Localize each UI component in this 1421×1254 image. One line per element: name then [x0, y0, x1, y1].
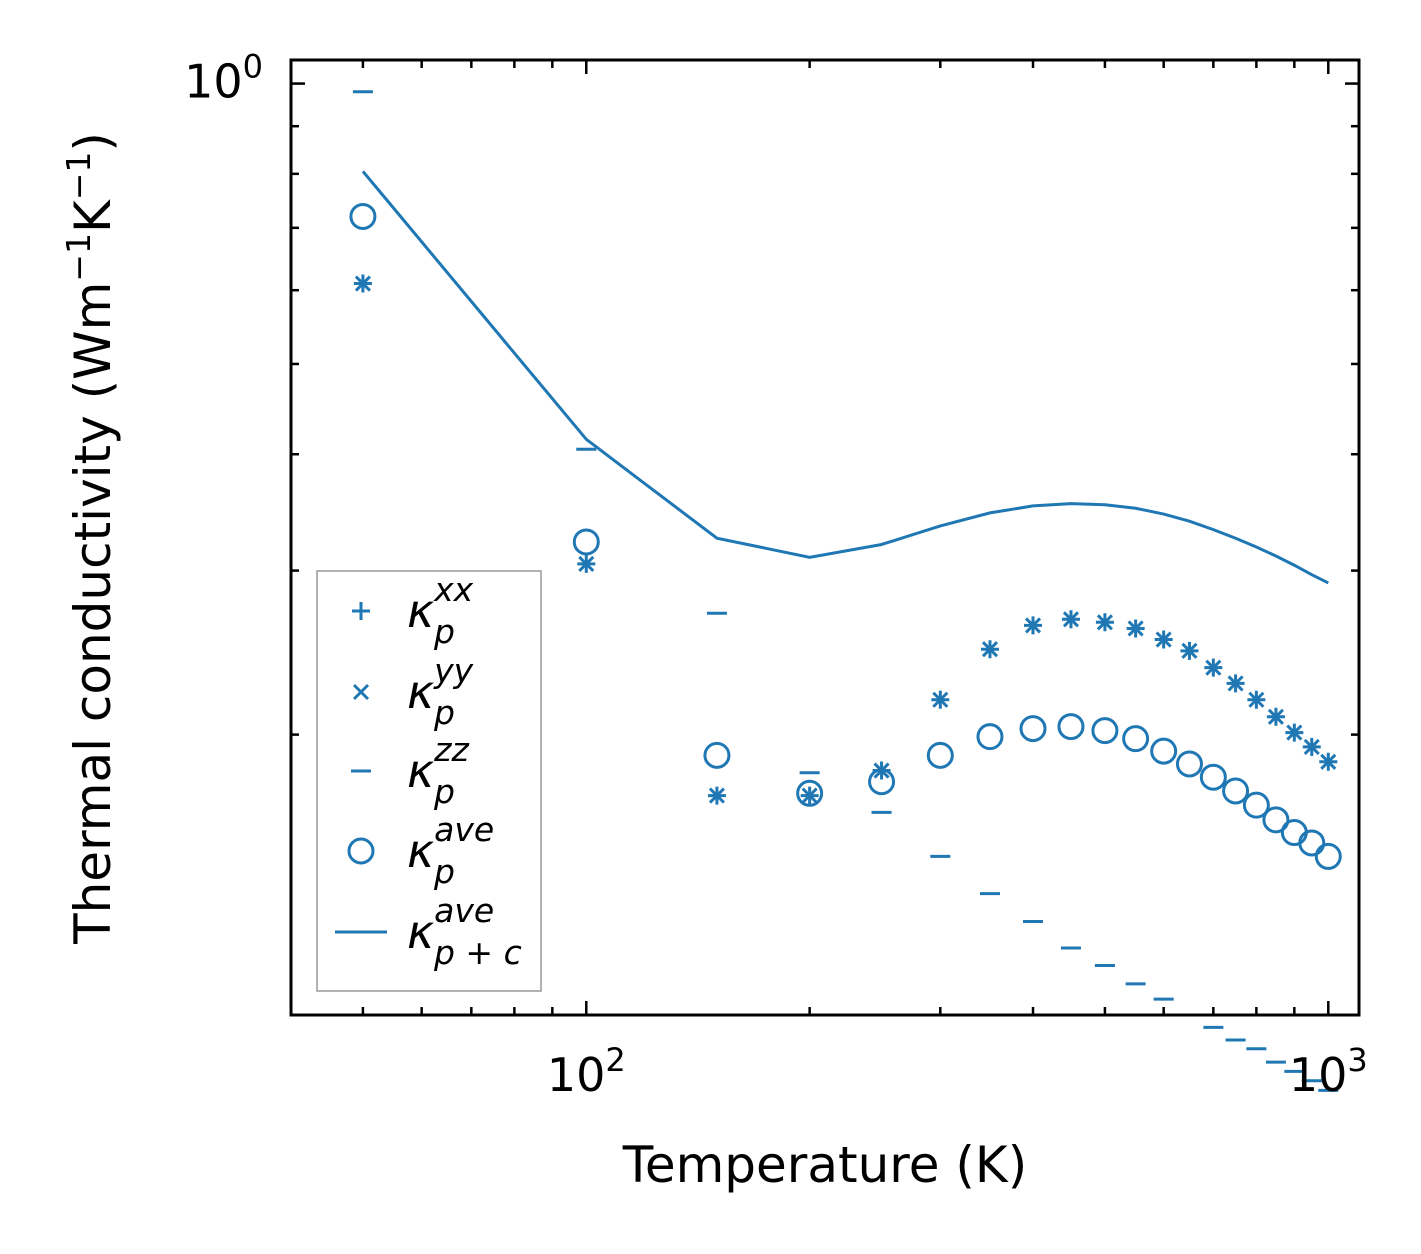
y-tick-label: 100 — [184, 48, 263, 109]
y-axis-title-exp2: −1 — [59, 152, 98, 201]
legend-label-sub: p + c — [433, 933, 522, 972]
legend-item-kappa_pc_ave: κave p + c — [335, 891, 522, 972]
legend-label-base: κ — [407, 665, 434, 719]
x-tick-label-exp: 3 — [1347, 1041, 1367, 1079]
legend-label-kappa_p_zz: κzz p — [407, 730, 469, 811]
legend-label-kappa_pc_ave: κave p + c — [407, 891, 522, 972]
y-axis-title-exp1: −1 — [59, 233, 98, 282]
y-axis-title-end: ) — [64, 132, 122, 152]
data-point-kappa_p_yy — [1267, 708, 1284, 725]
data-point-kappa_p_ave — [1199, 763, 1227, 791]
data-point-kappa_p_yy — [708, 787, 725, 804]
legend-item-kappa_p_ave: κave p — [347, 810, 494, 891]
y-tick-label-base: 10 — [184, 55, 243, 109]
series-line-kappa_pc_ave — [361, 170, 1329, 585]
plot-area — [349, 90, 1342, 1092]
legend-label-sub: p — [433, 612, 455, 651]
data-point-kappa_p_yy — [932, 691, 949, 708]
data-point-kappa_p_ave — [976, 723, 1004, 751]
data-point-kappa_p_ave — [1057, 713, 1085, 741]
data-point-kappa_p_yy — [1248, 691, 1265, 708]
data-point-kappa_p_yy — [578, 555, 595, 572]
data-point-kappa_p_ave — [1175, 750, 1203, 778]
series-kappa_p_zz — [352, 90, 1339, 1092]
legend-marker-kappa_p_xx — [352, 602, 370, 620]
series-kappa_pc_ave — [361, 170, 1329, 585]
legend-marker-kappa_p_yy — [352, 683, 370, 701]
data-point-kappa_p_yy — [1062, 611, 1080, 628]
x-axis-title: Temperature (K) — [622, 1136, 1027, 1194]
data-point-kappa_p_yy — [1181, 642, 1198, 659]
series-kappa_p_ave — [349, 202, 1342, 870]
data-point-kappa_p_ave — [1122, 725, 1150, 753]
data-point-kappa_p_ave — [1091, 717, 1119, 745]
legend-label-base: κ — [407, 905, 434, 959]
data-point-kappa_p_yy — [1205, 659, 1222, 676]
legend-label-kappa_p_ave: κave p — [407, 810, 494, 891]
data-point-kappa_p_ave — [926, 741, 954, 769]
legend-label-sup: ave — [434, 891, 494, 930]
legend-label-kappa_p_xx: κxx p — [407, 570, 474, 651]
data-point-kappa_p_yy — [1286, 724, 1303, 741]
data-point-kappa_p_ave — [1262, 806, 1290, 834]
y-axis-title-mid: K — [64, 199, 122, 233]
data-point-kappa_p_ave — [796, 779, 824, 807]
legend-item-kappa_p_xx: κxx p — [352, 570, 474, 651]
data-point-kappa_p_yy — [354, 275, 371, 292]
plot-frame — [289, 58, 1361, 1017]
x-tick-label-base: 10 — [547, 1048, 606, 1102]
data-point-kappa_p_yy — [1096, 614, 1113, 631]
legend-label-sup: xx — [433, 570, 474, 609]
data-point-kappa_p_yy — [1303, 738, 1320, 755]
data-point-kappa_p_ave — [1242, 791, 1270, 819]
x-tick-label: 102 — [547, 1041, 626, 1102]
x-tick-label: 103 — [1289, 1041, 1368, 1102]
data-point-kappa_p_yy — [1127, 620, 1144, 637]
legend-label-base: κ — [407, 824, 434, 878]
data-point-kappa_p_yy — [1155, 631, 1172, 648]
data-point-kappa_p_ave — [349, 202, 377, 230]
data-point-kappa_p_yy — [1320, 753, 1337, 770]
legend-item-kappa_p_zz: κzz p — [351, 730, 469, 811]
data-point-kappa_p_ave — [1019, 715, 1047, 743]
legend-marker-kappa_p_ave — [347, 837, 375, 865]
y-tick-label-exp: 0 — [243, 48, 263, 86]
data-point-kappa_p_ave — [703, 741, 731, 769]
data-point-kappa_p_ave — [868, 768, 896, 796]
data-point-kappa_p_ave — [1298, 829, 1326, 857]
legend-item-kappa_p_yy: κyy p — [352, 651, 474, 732]
legend-label-base: κ — [407, 744, 434, 798]
data-point-kappa_p_yy — [801, 787, 818, 804]
x-tick-label-exp: 2 — [605, 1041, 625, 1079]
legend-box — [316, 570, 542, 992]
legend-label-sub: p — [433, 772, 455, 811]
data-point-kappa_p_yy — [981, 641, 999, 658]
data-point-kappa_p_ave — [572, 528, 600, 556]
data-point-kappa_p_ave — [1222, 777, 1250, 805]
legend-label-sub: p — [433, 852, 455, 891]
data-point-kappa_p_ave — [1150, 737, 1178, 765]
legend-label-base: κ — [407, 584, 434, 638]
legend-label-sub: p — [433, 693, 455, 732]
legend-label-sup: yy — [433, 651, 474, 690]
series-kappa_p_yy — [354, 275, 1337, 804]
y-axis-title-main: Thermal conductivity (Wm — [64, 282, 122, 945]
legend-label-kappa_p_yy: κyy p — [407, 651, 474, 732]
data-point-kappa_p_yy — [1227, 675, 1244, 692]
data-point-kappa_p_yy — [1024, 617, 1042, 634]
x-tick-label-base: 10 — [1289, 1048, 1348, 1102]
data-point-kappa_p_ave — [1314, 842, 1342, 870]
legend-label-sup: ave — [434, 810, 494, 849]
y-axis-title: Thermal conductivity (Wm−1K−1) — [59, 132, 122, 945]
legend-label-sup: zz — [433, 730, 469, 769]
